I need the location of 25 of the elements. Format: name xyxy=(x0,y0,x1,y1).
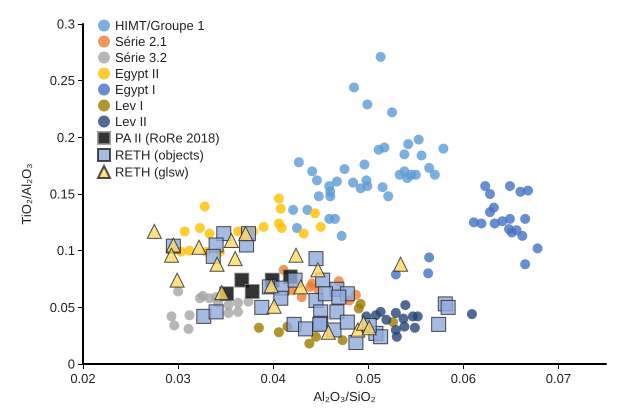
y-tick-label: 0 xyxy=(68,356,75,372)
legend-label: PA II (RoRe 2018) xyxy=(115,130,220,146)
x-tick-label: 0.03 xyxy=(165,371,191,386)
x-tick-label: 0.02 xyxy=(70,371,96,386)
legend-label: Egypt I xyxy=(115,82,156,97)
x-tick-label: 0.04 xyxy=(260,371,286,386)
x-tick-label: 0.07 xyxy=(546,371,572,386)
legend-label: RETH (objects) xyxy=(115,148,204,162)
legend-label: Lev II xyxy=(115,114,147,129)
x-tick-label: 0.05 xyxy=(356,371,381,386)
y-tick-label: 0.2 xyxy=(56,130,75,145)
legend-label: Série 2.1 xyxy=(115,34,168,49)
y-tick-label: 0.25 xyxy=(50,73,75,88)
legend-label: Lev I xyxy=(115,98,144,113)
y-tick-label: 0.05 xyxy=(50,300,75,315)
legend-label: HIMT/Groupe 1 xyxy=(115,18,205,33)
x-tick-label: 0.06 xyxy=(450,371,476,386)
y-tick-label: 0.1 xyxy=(56,243,75,258)
y-tick-label: 0.3 xyxy=(56,16,75,32)
y-axis-title: TiO₂/Al₂O₃ xyxy=(19,163,34,225)
legend-label: Série 3.2 xyxy=(115,50,168,65)
y-tick-label: 0.15 xyxy=(50,186,75,202)
legend-label: RETH (glsw) xyxy=(115,164,189,180)
x-axis-title: Al₂O₃/SiO₂ xyxy=(313,389,376,404)
legend-label: Egypt II xyxy=(115,66,160,81)
